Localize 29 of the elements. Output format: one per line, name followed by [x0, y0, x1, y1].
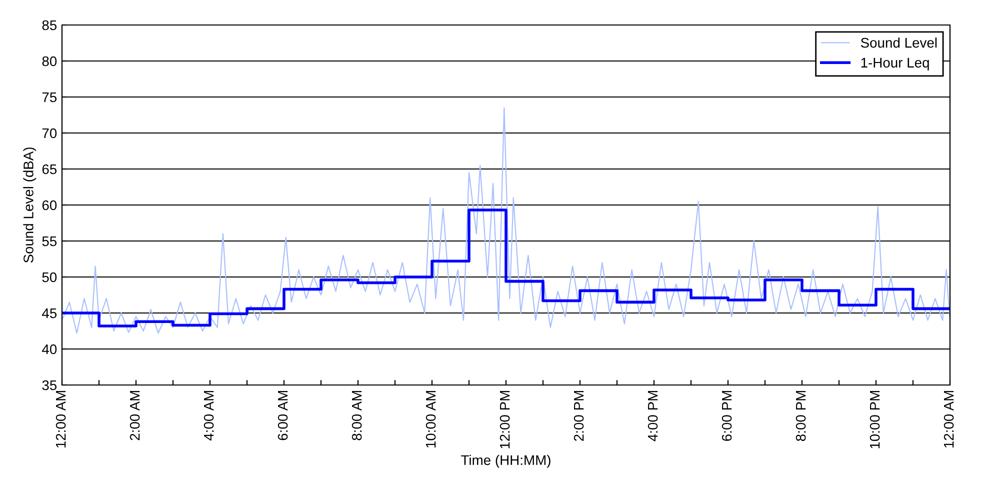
y-tick-label: 55 — [42, 236, 57, 246]
x-tick-label: 2:00 AM — [130, 391, 140, 440]
y-tick-label: 60 — [42, 200, 57, 210]
y-tick-label: 45 — [42, 308, 57, 318]
y-tick-label: 35 — [42, 380, 57, 390]
x-tick-label: 12:00 AM — [56, 390, 66, 448]
y-tick-label: 85 — [42, 20, 57, 30]
y-axis-title: Sound Level (dBA) — [23, 148, 36, 263]
x-tick-label: 4:00 PM — [648, 391, 658, 442]
legend-label: 1-Hour Leq — [861, 58, 929, 70]
x-tick-label: 8:00 PM — [796, 391, 806, 441]
x-axis-title: Time (HH:MM) — [461, 454, 550, 468]
y-tick-label: 40 — [42, 344, 57, 354]
y-tick-label: 70 — [42, 128, 57, 138]
x-tick-label: 8:00 AM — [352, 391, 362, 440]
x-tick-label: 12:00 AM — [944, 390, 954, 448]
legend-label: Sound Level — [860, 38, 937, 48]
x-tick-label: 2:00 PM — [574, 391, 584, 441]
y-tick-label: 65 — [42, 164, 57, 174]
y-tick-label: 50 — [42, 272, 57, 282]
x-tick-label: 4:00 AM — [204, 391, 214, 440]
y-tick-label: 75 — [42, 92, 57, 102]
x-tick-label: 6:00 PM — [722, 391, 732, 441]
line-series — [62, 107, 950, 334]
x-tick-label: 10:00 AM — [426, 390, 436, 448]
x-tick-label: 12:00 PM — [500, 390, 510, 448]
y-tick-label: 80 — [42, 56, 57, 66]
x-tick-label: 10:00 PM — [870, 390, 880, 448]
x-tick-label: 6:00 AM — [278, 391, 288, 440]
